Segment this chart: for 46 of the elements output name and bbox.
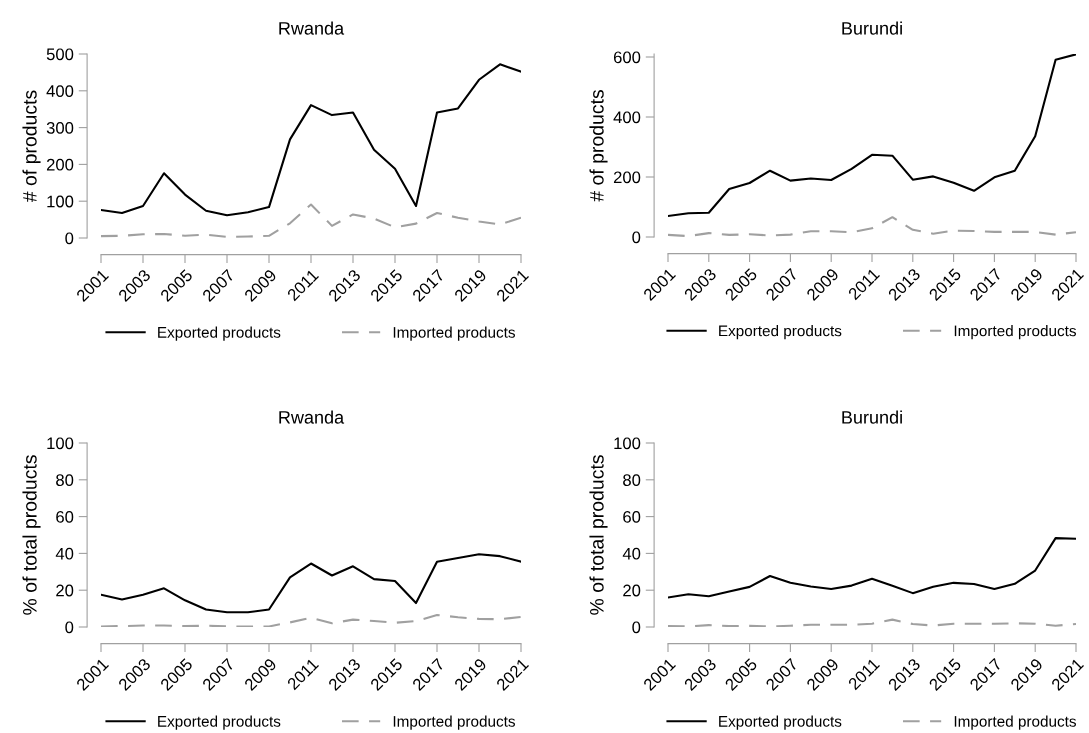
y-tick-label: 400	[613, 111, 641, 124]
y-tick-label: 0	[65, 232, 74, 245]
legend-label: Imported products	[393, 326, 515, 341]
chart-title: Rwanda	[279, 410, 345, 424]
y-tick-label: 80	[623, 474, 641, 486]
y-tick-label: 100	[47, 195, 74, 208]
y-tick-label: 0	[632, 621, 641, 634]
y-tick-label: 20	[623, 584, 641, 597]
chart-title: Burundi	[842, 21, 902, 35]
line-series	[101, 203, 521, 238]
y-tick-label: 400	[46, 85, 74, 97]
line-series	[668, 216, 1076, 237]
line-series	[101, 614, 521, 627]
y-tick-label: 100	[614, 437, 641, 450]
chart-title: Burundi	[842, 410, 902, 424]
y-tick-label: 60	[56, 511, 74, 523]
y-tick-label: 100	[47, 437, 74, 450]
line-series	[668, 537, 1076, 599]
y-axis-title: % of total products	[589, 455, 608, 615]
y-axis-title: # of products	[22, 90, 41, 203]
legend-label: Exported products	[719, 325, 842, 340]
y-tick-label: 0	[632, 231, 641, 244]
legend-label: Imported products	[393, 715, 515, 730]
y-tick-label: 200	[613, 171, 641, 184]
y-tick-label: 600	[613, 51, 641, 64]
y-tick-label: 20	[56, 584, 74, 597]
y-tick-label: 500	[46, 48, 74, 61]
line-series	[668, 54, 1076, 218]
line-series	[101, 553, 521, 614]
y-tick-label: 40	[55, 547, 74, 560]
legend-label: Exported products	[158, 715, 281, 730]
y-axis-title: % of total products	[22, 455, 41, 615]
y-tick-label: 300	[46, 122, 74, 134]
line-series	[668, 618, 1076, 627]
y-tick-label: 80	[56, 474, 74, 486]
y-tick-label: 60	[623, 511, 641, 523]
y-tick-label: 200	[46, 158, 74, 171]
y-axis-title: # of products	[589, 89, 608, 202]
chart-title: Rwanda	[279, 21, 345, 35]
line-series	[101, 63, 521, 217]
legend-label: Exported products	[719, 715, 842, 730]
legend-label: Imported products	[954, 325, 1076, 340]
legend-label: Imported products	[954, 715, 1076, 730]
legend-label: Exported products	[158, 326, 281, 341]
y-tick-label: 40	[622, 547, 641, 560]
y-tick-label: 0	[65, 621, 74, 634]
